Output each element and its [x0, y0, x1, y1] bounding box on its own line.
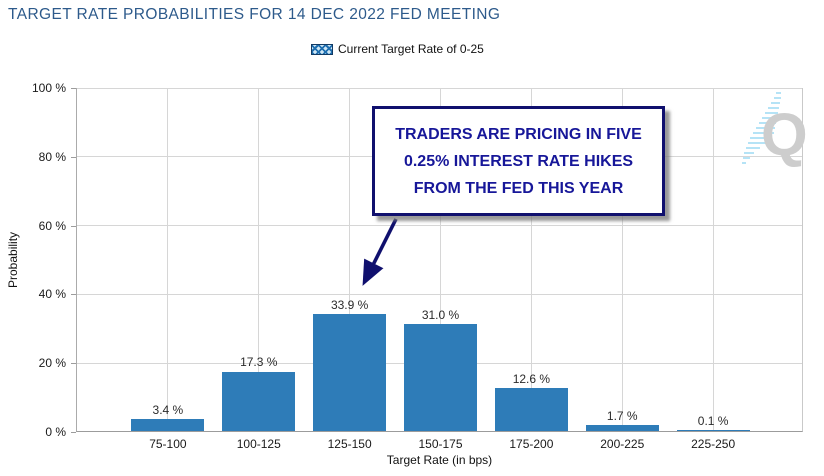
- plot-area: 3.4 % 75-100 17.3 % 100-125 33.9 % 125-150 31.…: [76, 88, 803, 451]
- y-axis-title: Probability: [6, 231, 20, 289]
- bar-value-label: 31.0 %: [421, 308, 460, 323]
- v-gridline: [258, 88, 260, 431]
- y-tick-mark: [71, 294, 76, 296]
- watermark-letter: Q: [761, 101, 808, 168]
- y-tick-mark: [71, 432, 76, 433]
- v-gridline: [712, 88, 714, 431]
- legend: Current Target Rate of 0-25: [311, 42, 484, 56]
- annotation-line: TRADERS ARE PRICING IN FIVE: [395, 126, 642, 143]
- annotation-callout: TRADERS ARE PRICING IN FIVE 0.25% INTERE…: [372, 106, 665, 216]
- bar-value-label: 17.3 %: [240, 355, 278, 370]
- bar-value-label: 33.9 %: [330, 298, 369, 313]
- y-tick-mark: [71, 363, 76, 365]
- bar: [676, 429, 750, 431]
- x-tick-label: 175-200: [509, 437, 554, 451]
- y-tick-label: 0 %: [45, 425, 66, 439]
- y-tick-label: 80 %: [38, 149, 66, 164]
- bar: [494, 387, 568, 431]
- h-gridline: [77, 88, 802, 89]
- v-gridline: [621, 88, 623, 431]
- crosshatch-swatch-icon: [311, 43, 333, 55]
- y-tick-label: 60 %: [38, 218, 66, 233]
- x-tick-label: 150-175: [418, 437, 463, 451]
- chart-title: TARGET RATE PROBABILITIES FOR 14 DEC 202…: [8, 6, 501, 23]
- v-gridline: [167, 88, 169, 431]
- annotation-line: 0.25% INTEREST RATE HIKES: [403, 153, 634, 170]
- bar-value-label: 12.6 %: [512, 371, 551, 386]
- legend-label: Current Target Rate of 0-25: [338, 42, 484, 56]
- y-tick-label: 40 %: [38, 287, 66, 302]
- annotation-arrow-icon: [362, 218, 398, 286]
- x-axis-title: Target Rate (in bps): [386, 453, 493, 467]
- bar: [131, 419, 205, 431]
- y-tick-label: 20 %: [38, 356, 66, 371]
- h-gridline: [77, 293, 802, 295]
- bar: [585, 425, 659, 431]
- y-tick-mark: [71, 225, 76, 227]
- x-tick-label: 225-250: [691, 437, 736, 451]
- bar-value-label: 0.1 %: [697, 413, 729, 428]
- y-tick-label: 100 %: [31, 81, 66, 95]
- bar-value-label: 3.4 %: [152, 403, 184, 418]
- bar: [313, 314, 387, 431]
- y-tick-mark: [71, 156, 76, 158]
- x-tick-label: 100-125: [236, 437, 281, 451]
- bar-value-label: 1.7 %: [606, 409, 638, 424]
- bar: [222, 371, 296, 431]
- x-tick-label: 75-100: [149, 437, 187, 451]
- bar: [404, 324, 477, 431]
- v-gridline: [530, 88, 532, 431]
- h-gridline: [77, 225, 802, 227]
- x-tick-label: 200-225: [600, 437, 645, 451]
- annotation-line: FROM THE FED THIS YEAR: [413, 180, 624, 197]
- y-tick-mark: [71, 88, 76, 89]
- v-gridline: [440, 88, 441, 431]
- v-gridline: [349, 88, 351, 431]
- x-tick-label: 125-150: [327, 437, 372, 451]
- q-watermark-icon: Q: [742, 92, 808, 168]
